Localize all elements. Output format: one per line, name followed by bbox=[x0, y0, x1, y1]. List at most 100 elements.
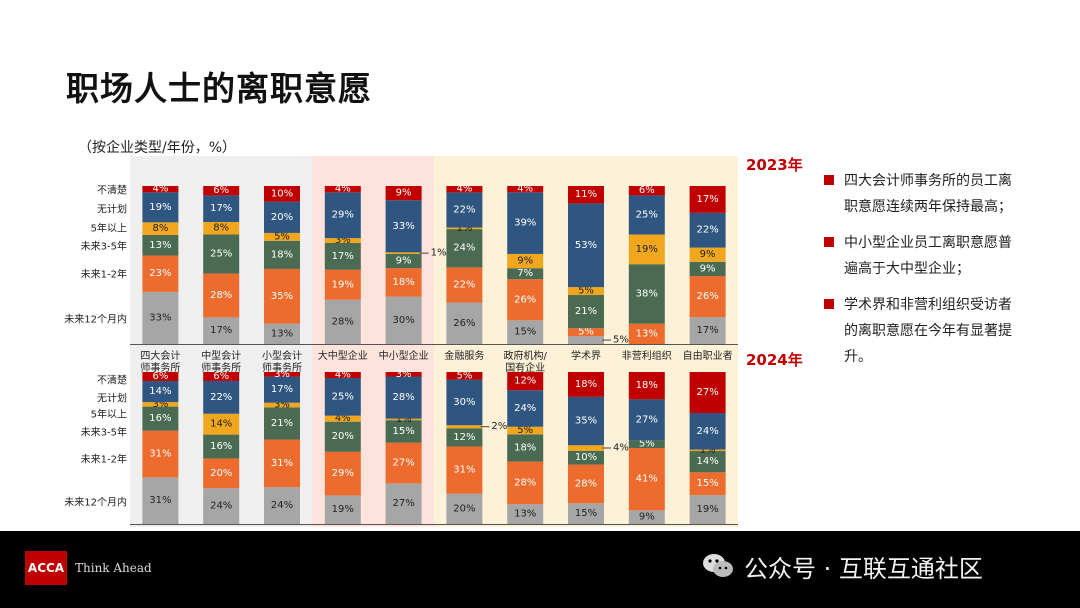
bar-segment bbox=[203, 413, 240, 435]
data-label: 39% bbox=[514, 218, 536, 229]
data-label: 28% bbox=[392, 392, 414, 403]
bar-segment bbox=[264, 268, 300, 324]
bar-segment bbox=[385, 296, 422, 344]
data-label: 20% bbox=[332, 431, 354, 442]
data-label: 3% bbox=[335, 235, 351, 246]
data-label: 9% bbox=[700, 249, 716, 260]
bar-segment bbox=[507, 268, 544, 280]
bar-segment bbox=[507, 320, 544, 344]
bar-segment bbox=[203, 273, 240, 318]
data-label: 24% bbox=[210, 501, 232, 512]
data-label: 1% bbox=[700, 445, 716, 456]
note-bullet-icon bbox=[824, 175, 834, 185]
data-label: 27% bbox=[696, 387, 718, 398]
data-label: 5% bbox=[517, 425, 533, 436]
data-label: 5% bbox=[578, 286, 594, 297]
bar-segment bbox=[446, 186, 483, 193]
category-label: 中型会计 bbox=[201, 349, 241, 362]
category-label: 中小型企业 bbox=[379, 349, 429, 362]
bar-segment bbox=[689, 212, 726, 248]
bar-segment bbox=[628, 264, 665, 324]
data-label: 15% bbox=[514, 327, 536, 338]
data-label: 4% bbox=[152, 184, 168, 195]
data-label: 26% bbox=[453, 318, 475, 329]
data-label: 10% bbox=[575, 452, 597, 463]
row-label: 5年以上 bbox=[91, 222, 127, 235]
data-label: 4% bbox=[335, 184, 351, 195]
footer-bar: ACCA Think Ahead 公众号 · 互联互通社区 bbox=[0, 531, 1080, 608]
bar-segment bbox=[324, 378, 361, 416]
data-label: 6% bbox=[213, 185, 229, 196]
bar-segment bbox=[264, 487, 300, 524]
data-label: 13% bbox=[636, 328, 658, 339]
category-label: 四大会计 bbox=[140, 349, 180, 362]
row-label: 5年以上 bbox=[91, 408, 127, 421]
bar-segment bbox=[264, 232, 300, 241]
bar-segment bbox=[324, 415, 361, 422]
bar-segment bbox=[446, 302, 483, 344]
bar-segment bbox=[628, 234, 665, 265]
bar-segment bbox=[142, 430, 179, 478]
bar-segment bbox=[385, 442, 422, 484]
callout-label: 2% bbox=[491, 421, 507, 432]
bar-segment bbox=[446, 267, 483, 303]
data-label: 3% bbox=[274, 400, 290, 411]
bar-segment bbox=[507, 426, 544, 435]
data-label: 6% bbox=[213, 371, 229, 382]
data-label: 3% bbox=[274, 369, 290, 380]
data-label: 53% bbox=[575, 240, 597, 251]
bar-segment bbox=[446, 192, 483, 228]
bar-segment bbox=[689, 413, 726, 450]
bar-segment bbox=[142, 222, 179, 235]
notes-panel: 四大会计师事务所的员工离职意愿连续两年保持最高； 中小型企业员工离职意愿普遍高于… bbox=[824, 168, 1024, 380]
bar-segment bbox=[446, 446, 483, 494]
data-label: 8% bbox=[213, 223, 229, 234]
data-label: 6% bbox=[152, 371, 168, 382]
data-label: 20% bbox=[210, 468, 232, 479]
data-label: 4% bbox=[517, 184, 533, 195]
bar-segment bbox=[385, 372, 422, 377]
bar-segment bbox=[203, 221, 240, 235]
data-label: 14% bbox=[696, 456, 718, 467]
note-text: 中小型企业员工离职意愿普遍高于大中型企业； bbox=[844, 235, 1012, 277]
data-label: 31% bbox=[149, 495, 171, 506]
stacked-bar-chart: 33% 23% 13% 8% 19% 4% 17% 28% 25% 8% 17% 6% 13% 35% 18… bbox=[64, 156, 803, 527]
bar-segment bbox=[203, 488, 240, 524]
bar-segment bbox=[446, 428, 483, 447]
data-label: 12% bbox=[453, 432, 475, 443]
data-label: 41% bbox=[636, 474, 658, 485]
data-label: 19% bbox=[149, 202, 171, 213]
data-label: 15% bbox=[575, 508, 597, 519]
data-label: 29% bbox=[332, 210, 354, 221]
bar-segment bbox=[324, 269, 361, 300]
callout-label: 5% bbox=[613, 335, 629, 346]
data-label: 20% bbox=[453, 503, 475, 514]
data-label: 18% bbox=[514, 443, 536, 454]
bar-segment bbox=[507, 504, 544, 524]
bar-segment bbox=[568, 336, 604, 344]
data-label: 33% bbox=[149, 312, 171, 323]
bar-segment bbox=[264, 186, 300, 202]
row-label: 不清楚 bbox=[97, 374, 127, 387]
chart-subtitle: （按企业类型/年份，%） bbox=[78, 140, 237, 156]
data-label: 13% bbox=[271, 328, 293, 339]
data-label: 13% bbox=[514, 509, 536, 520]
data-label: 13% bbox=[149, 240, 171, 251]
bar-segment bbox=[628, 399, 665, 441]
data-label: 1% bbox=[456, 223, 472, 234]
year-label: 2023年 bbox=[746, 156, 803, 174]
note-text: 学术界和非营利组织受访者的离职意愿在今年有显著提升。 bbox=[844, 297, 1012, 365]
data-label: 6% bbox=[639, 185, 655, 196]
bar-segment bbox=[324, 238, 361, 243]
row-label: 未来1-2年 bbox=[81, 453, 127, 466]
data-label: 5% bbox=[578, 327, 594, 338]
data-label: 17% bbox=[696, 325, 718, 336]
note-item: 学术界和非营利组织受访者的离职意愿在今年有显著提升。 bbox=[824, 292, 1024, 370]
data-label: 19% bbox=[696, 504, 718, 515]
bar-segment bbox=[507, 279, 544, 321]
data-label: 14% bbox=[210, 419, 232, 430]
bar-segment bbox=[324, 451, 361, 496]
note-item: 四大会计师事务所的员工离职意愿连续两年保持最高； bbox=[824, 168, 1024, 220]
bar-segment bbox=[568, 450, 604, 465]
data-label: 8% bbox=[152, 223, 168, 234]
